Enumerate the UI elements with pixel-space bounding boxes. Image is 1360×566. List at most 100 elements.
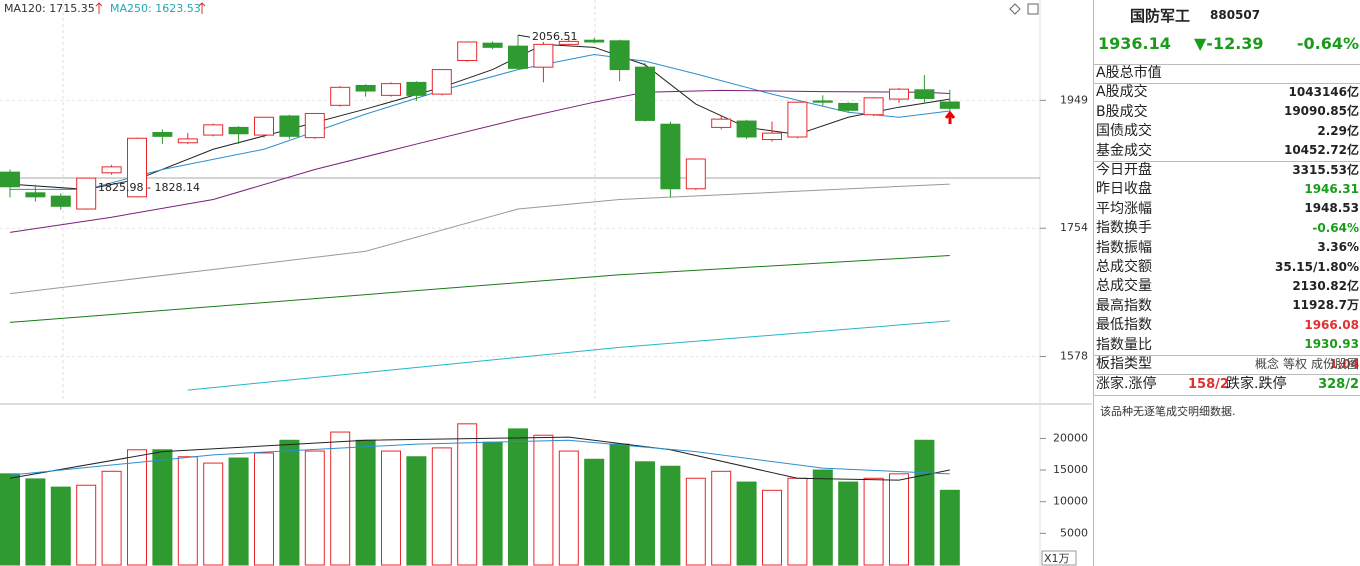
volume-bar <box>177 456 198 566</box>
icon-button[interactable] <box>1027 3 1039 15</box>
ma-line <box>9 43 950 190</box>
candle-body <box>431 69 452 95</box>
y-tick-label: 15000 <box>1053 463 1088 476</box>
volume-bar <box>431 447 452 566</box>
volume-bar <box>812 469 833 566</box>
volume-bar <box>101 470 122 566</box>
info-row: 指数换手 3.36% <box>1096 219 1359 254</box>
volume-bar <box>711 470 732 566</box>
separator <box>1094 83 1360 85</box>
y-tick-label: 20000 <box>1053 431 1088 444</box>
ma-line <box>9 89 950 233</box>
icon-button[interactable] <box>1009 3 1021 15</box>
type-row: 板指类型 概念 等权 成份股图 <box>1096 355 1359 374</box>
quote-panel: 国防军工 880507 1936.14 ▼-12.39 -0.64% A股总市值 10431… <box>1093 0 1360 566</box>
candle-body <box>25 192 46 198</box>
info-row: 最高指数 1966.08 <box>1096 297 1359 332</box>
row-label: 昨日收盘 <box>1096 181 1152 198</box>
annotation-leader <box>517 34 531 38</box>
arrow-icon <box>95 2 103 14</box>
volume-bar <box>381 450 401 566</box>
info-row: 总成交量 11928.7万 <box>1096 277 1359 312</box>
info-row: 总成交额 2130.82亿 <box>1096 258 1359 293</box>
row-label: 总成交量 <box>1096 278 1152 295</box>
y-tick-label: 1578 <box>1060 350 1088 363</box>
candle-body <box>863 97 884 116</box>
candle-body <box>304 112 325 139</box>
volume-bar <box>863 477 884 566</box>
volume-bar <box>406 456 427 566</box>
row-label: B股成交 <box>1096 103 1148 120</box>
row-value: 3315.53亿 <box>1292 162 1359 177</box>
candle-body <box>127 137 147 198</box>
row-label: 平均涨幅 <box>1096 200 1152 217</box>
row-label: 今日开盘 <box>1096 162 1152 178</box>
info-row: 最低指数 1930.93 <box>1096 316 1359 351</box>
candle-body <box>101 166 122 174</box>
volume-bar <box>939 489 960 566</box>
separator <box>1094 355 1360 356</box>
row-label: 板指类型 <box>1096 356 1152 372</box>
y-tick-label: 5000 <box>1060 526 1088 539</box>
candle-body <box>457 41 478 62</box>
candle-body <box>203 124 224 136</box>
info-row: A股总市值 1043146亿 <box>1096 64 1359 99</box>
row-value: 10452.72亿 <box>1283 143 1359 158</box>
volume-bar <box>914 439 935 566</box>
ma-line <box>9 255 950 323</box>
volume-bar <box>482 441 503 566</box>
type-link[interactable]: 概念 <box>1254 357 1279 371</box>
volume-bar <box>50 486 71 566</box>
volume-bar <box>228 457 249 566</box>
candle-body <box>482 42 503 48</box>
candle-body <box>177 138 198 144</box>
type-link[interactable]: 等权 <box>1282 357 1307 371</box>
row-value: 1946.31 <box>1304 182 1359 196</box>
y-tick-label: 10000 <box>1053 495 1088 508</box>
info-row: B股成交 2.29亿 <box>1096 103 1359 138</box>
ma-line <box>9 436 950 481</box>
volume-bar <box>609 443 630 566</box>
volume-bar <box>838 481 859 566</box>
candle-body <box>889 88 909 100</box>
row-value: 2.29亿 <box>1317 123 1359 138</box>
volume-bar <box>736 481 757 566</box>
price: 1936.14 <box>1098 34 1171 53</box>
row-label: 指数换手 <box>1096 220 1152 237</box>
row-value: 2130.82亿 <box>1292 279 1359 293</box>
volume-bar <box>762 489 782 566</box>
index-name: 国防军工 <box>1130 7 1191 25</box>
candle-body <box>228 126 249 135</box>
candle-body <box>533 43 554 68</box>
unit-box <box>1041 550 1077 566</box>
ma120-label: MA120: 1715.35 <box>4 2 95 15</box>
type-link[interactable]: 成份股图 <box>1310 357 1359 371</box>
ma-line <box>187 320 950 391</box>
candle-body <box>812 100 833 103</box>
candle-body <box>685 158 706 190</box>
volume-bar <box>203 462 224 566</box>
row-label: A股总市值 <box>1096 65 1162 81</box>
info-row: 平均涨幅 -0.64% <box>1096 200 1359 235</box>
row-value: 1.04 <box>1329 356 1359 371</box>
up-value: 158/2 <box>1188 377 1229 393</box>
candle-body <box>76 177 97 210</box>
candle-body <box>914 89 935 99</box>
volume-bar <box>508 428 528 566</box>
separator <box>1094 161 1360 162</box>
candle-body <box>330 86 351 106</box>
candle-body <box>279 115 300 137</box>
ma-line <box>9 183 950 295</box>
current-marker <box>944 110 956 124</box>
info-row: 今日开盘 1946.31 <box>1096 161 1359 196</box>
unit-label: X1万 <box>1044 552 1070 565</box>
candle-body <box>152 132 173 137</box>
volume-bar <box>685 477 706 566</box>
change-pct: -0.64% <box>1296 34 1359 53</box>
volume-bar <box>304 450 325 566</box>
candle-body <box>50 195 71 207</box>
candle-body <box>381 83 401 96</box>
volume-bar <box>889 473 909 566</box>
row-value: 1930.93 <box>1304 337 1359 352</box>
